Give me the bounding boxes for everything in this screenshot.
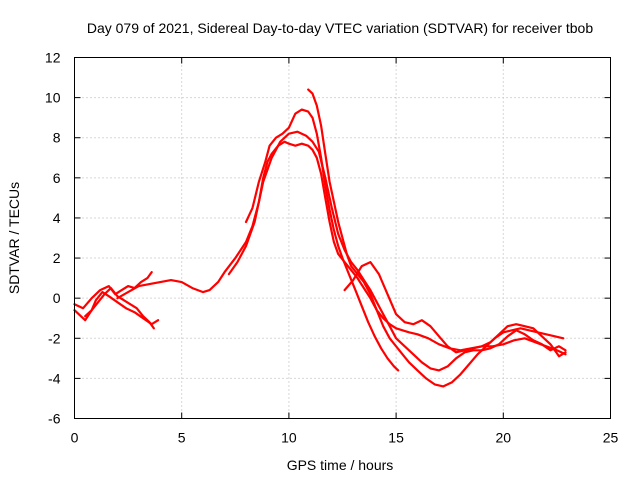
y-tick-label: 4 bbox=[53, 210, 61, 226]
x-tick-label: 10 bbox=[281, 430, 297, 446]
ticks bbox=[74, 57, 611, 419]
x-tick-label: 5 bbox=[178, 430, 186, 446]
series-layer bbox=[73, 88, 567, 388]
y-tick-label: 0 bbox=[53, 290, 61, 306]
chart-title: Day 079 of 2021, Sidereal Day-to-day VTE… bbox=[87, 20, 594, 36]
x-tick-label: 20 bbox=[496, 430, 512, 446]
y-tick-label: -2 bbox=[48, 330, 61, 346]
x-tick-label: 15 bbox=[388, 430, 404, 446]
y-tick-label: -4 bbox=[48, 370, 61, 386]
series-line-8 bbox=[343, 261, 567, 358]
plot-frame bbox=[74, 57, 611, 419]
x-tick-labels: 0 5 10 15 20 25 bbox=[71, 430, 619, 446]
x-tick-label: 25 bbox=[603, 430, 619, 446]
y-axis-label: SDTVAR / TECUs bbox=[6, 182, 22, 294]
series-line-4 bbox=[116, 140, 567, 356]
x-tick-label: 0 bbox=[71, 430, 79, 446]
y-tick-label: 6 bbox=[53, 170, 61, 186]
y-tick-labels: -6 -4 -2 0 2 4 6 8 10 12 bbox=[45, 50, 61, 427]
y-tick-label: -6 bbox=[48, 411, 61, 427]
series-line-1 bbox=[73, 291, 160, 326]
series-line-2 bbox=[84, 287, 155, 330]
y-tick-label: 2 bbox=[53, 250, 61, 266]
series-line-6 bbox=[244, 108, 400, 372]
series-line-5 bbox=[227, 130, 567, 372]
y-tick-label: 8 bbox=[53, 130, 61, 146]
y-tick-label: 12 bbox=[45, 50, 61, 66]
series-line-3 bbox=[73, 271, 153, 310]
series-line-7 bbox=[307, 88, 565, 388]
x-axis-label: GPS time / hours bbox=[287, 457, 394, 473]
y-tick-label: 10 bbox=[45, 90, 61, 106]
